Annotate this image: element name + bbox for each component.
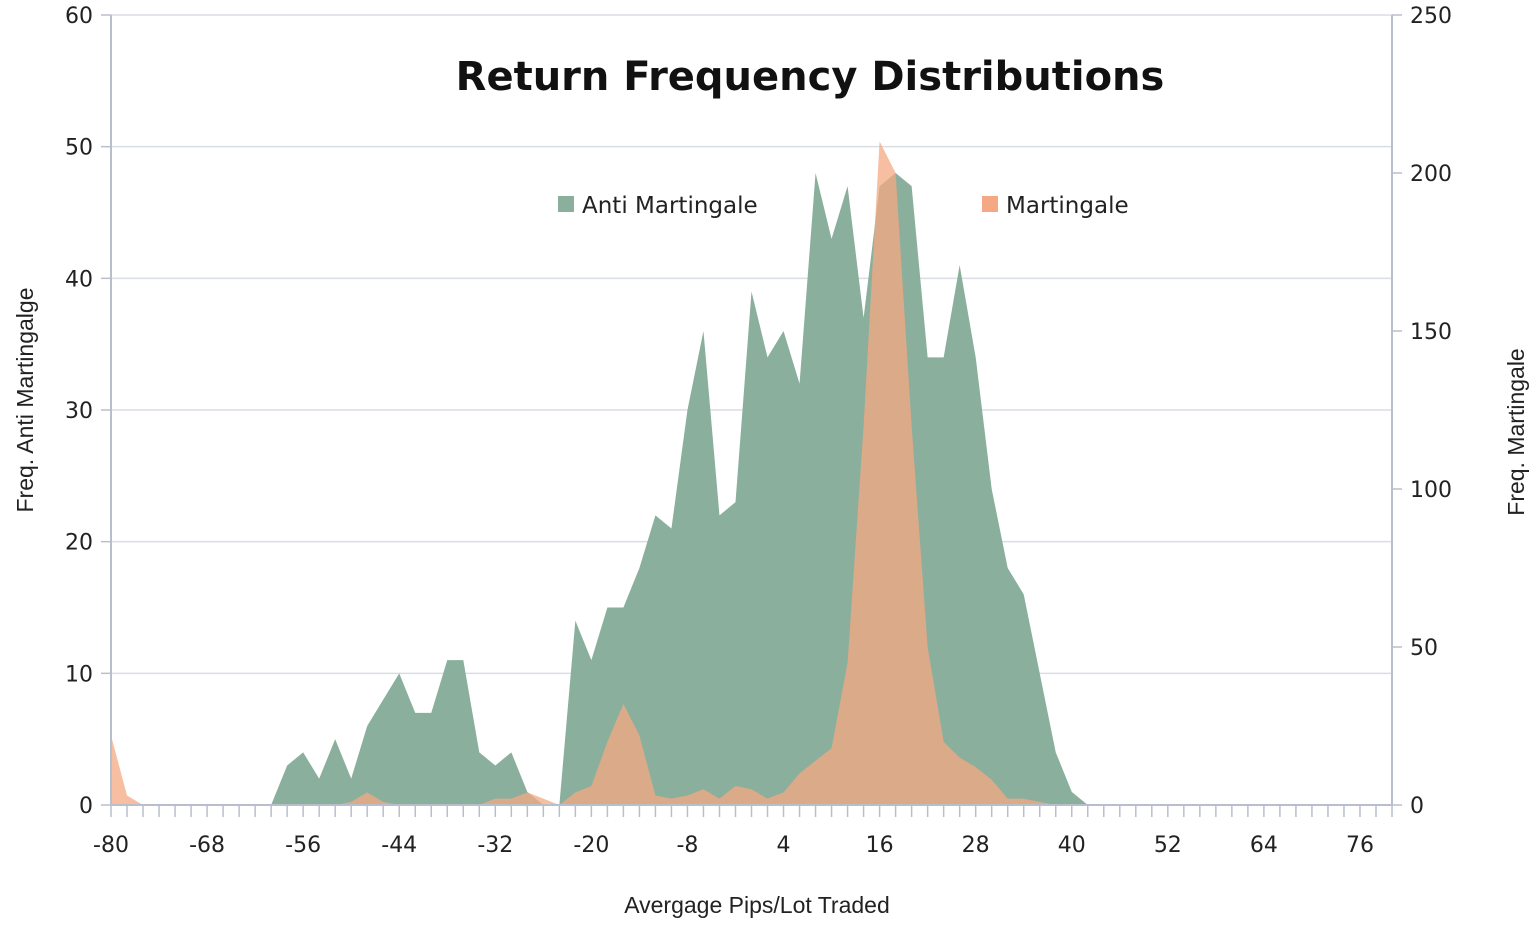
x-tick-label: -80	[93, 833, 129, 858]
chart-title: Return Frequency Distributions	[456, 54, 1165, 100]
y-axis-title-right: Freq. Martingale	[1503, 348, 1529, 515]
legend-label-anti-martingale: Anti Martingale	[582, 193, 758, 219]
x-tick-label: -32	[477, 833, 513, 858]
legend-label-martingale: Martingale	[1006, 193, 1129, 219]
y-tick-label-left: 20	[65, 531, 93, 556]
x-tick-label: -20	[573, 833, 609, 858]
area-series-anti-martingale	[111, 173, 1392, 805]
x-tick-label: 52	[1154, 833, 1182, 858]
legend: Anti Martingale Martingale	[558, 193, 1129, 219]
x-tick-label: 40	[1058, 833, 1086, 858]
x-tick-label: 4	[777, 833, 791, 858]
y-tick-label-right: 0	[1410, 794, 1424, 819]
y-tick-label-left: 40	[65, 267, 93, 292]
y-tick-label-right: 250	[1410, 4, 1452, 29]
x-tick-label: 64	[1250, 833, 1278, 858]
x-tick-label: -8	[676, 833, 698, 858]
y-tick-label-right: 50	[1410, 636, 1438, 661]
y-tick-label-right: 200	[1410, 162, 1452, 187]
y-tick-label-left: 10	[65, 662, 93, 687]
y-tick-label-right: 100	[1410, 478, 1452, 503]
y-tick-label-left: 30	[65, 399, 93, 424]
axes	[101, 14, 1402, 817]
tick-labels: 0 10 20 30 40 50 60 0 50 100 150 200 250 -80 -68 -56 -44…	[65, 4, 1452, 858]
legend-swatch-anti-martingale	[558, 196, 574, 212]
x-axis-title: Avergage Pips/Lot Traded	[624, 892, 890, 918]
x-tick-label: -44	[381, 833, 417, 858]
series-areas	[111, 141, 1392, 805]
legend-swatch-martingale	[982, 196, 998, 212]
x-tick-label: 28	[962, 833, 990, 858]
y-tick-label-left: 50	[65, 136, 93, 161]
x-tick-label: -68	[189, 833, 225, 858]
y-tick-label-left: 60	[65, 4, 93, 29]
x-tick-label: -56	[285, 833, 321, 858]
x-tick-label: 76	[1346, 833, 1374, 858]
y-tick-label-left: 0	[79, 794, 93, 819]
y-axis-title-left: Freq. Anti Martingalge	[12, 287, 38, 512]
y-tick-label-right: 150	[1410, 320, 1452, 345]
x-tick-label: 16	[866, 833, 894, 858]
